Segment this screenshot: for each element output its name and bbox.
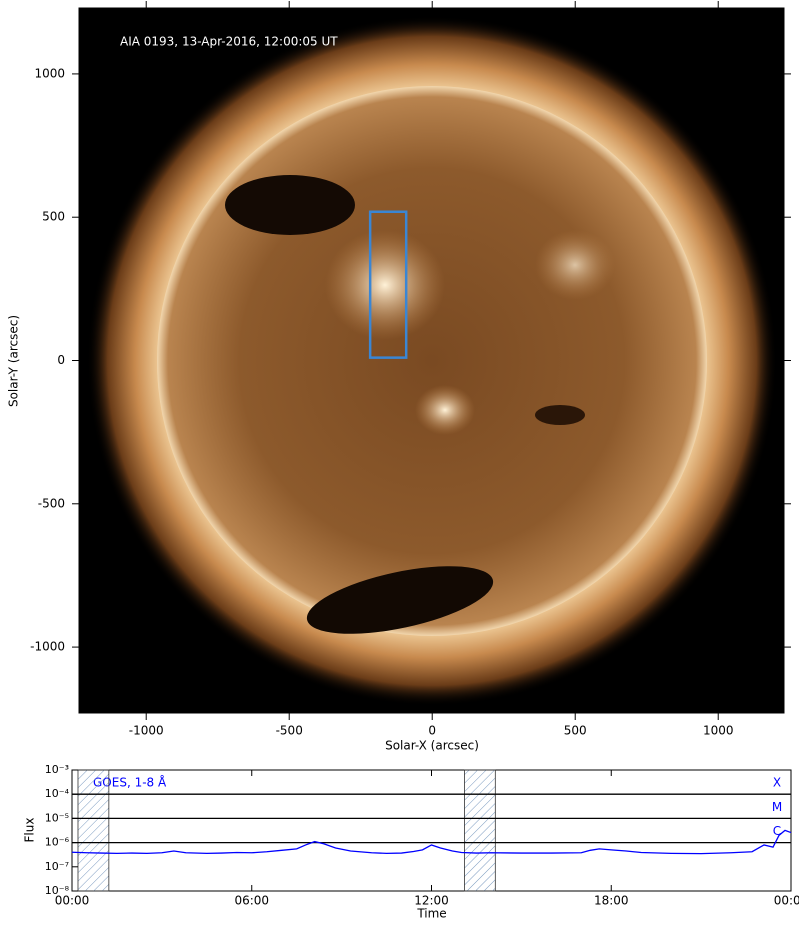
x-tick-label: 500 — [564, 724, 587, 738]
reference-label: M — [772, 800, 782, 814]
y-tick-label: 10⁻⁸ — [45, 884, 70, 897]
x-tick-label: 12:00 — [414, 894, 449, 908]
y-tick-label: 1000 — [34, 66, 65, 80]
y-axis-label: Flux — [23, 818, 37, 843]
shaded-interval — [77, 769, 110, 892]
x-tick-label: 00:00 — [55, 894, 90, 908]
active-region — [415, 385, 475, 435]
region-box — [368, 210, 408, 359]
plot-frame — [71, 769, 792, 892]
x-tick-label: 0 — [428, 724, 436, 738]
y-tick-label: -500 — [38, 496, 65, 510]
y-tick-label: 500 — [42, 210, 65, 224]
coronal-hole — [225, 175, 355, 235]
x-axis-label: Solar-X (arcsec) — [385, 739, 479, 753]
x-axis-label: Time — [416, 907, 446, 921]
flux-line — [71, 829, 792, 855]
x-tick-label: -1000 — [129, 724, 164, 738]
x-tick-label: 1000 — [703, 724, 734, 738]
active-region — [325, 230, 445, 340]
x-tick-label: -500 — [276, 724, 303, 738]
y-axis-label: Solar-Y (arcsec) — [7, 315, 21, 407]
y-tick-label: -1000 — [30, 640, 65, 654]
coronal-hole — [306, 566, 494, 634]
y-tick-label: 10⁻³ — [45, 763, 69, 776]
x-tick-label: 00:00 — [774, 894, 799, 908]
y-tick-label: 10⁻⁵ — [45, 811, 69, 824]
x-tick-label: 06:00 — [234, 894, 269, 908]
image-title: AIA 0193, 13-Apr-2016, 12:00:05 UT — [120, 35, 338, 49]
x-tick-label: 18:00 — [594, 894, 629, 908]
legend-label: GOES, 1-8 Å — [93, 775, 167, 790]
y-tick-label: 10⁻⁷ — [45, 860, 69, 873]
shaded-interval — [464, 769, 496, 892]
active-region — [535, 230, 615, 300]
reference-label: X — [773, 776, 781, 790]
coronal-hole — [535, 405, 585, 425]
sun-image — [87, 16, 777, 706]
y-tick-label: 0 — [57, 353, 65, 367]
y-tick-label: 10⁻⁴ — [45, 787, 70, 800]
y-tick-label: 10⁻⁶ — [45, 836, 70, 849]
solar-disk — [157, 86, 707, 636]
reference-label: C — [773, 824, 781, 838]
